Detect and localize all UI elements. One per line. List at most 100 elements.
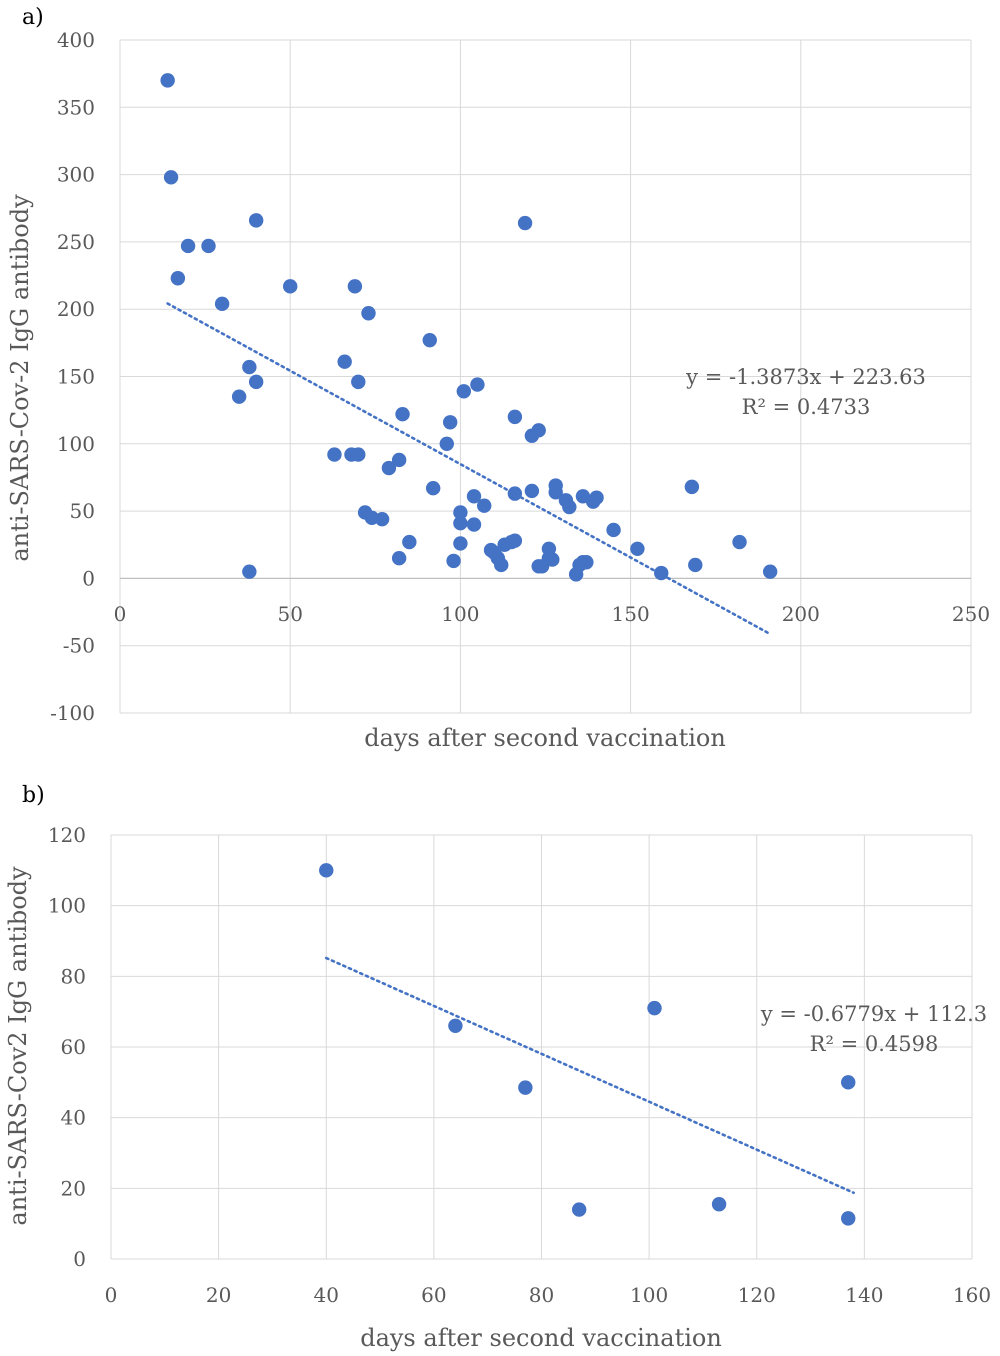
y-tick-label-a-400: 400 bbox=[57, 28, 95, 52]
gridlines-b bbox=[110, 834, 973, 1260]
data-point-b-3 bbox=[571, 1202, 587, 1217]
y-tick-labels-a: -100 -50 0 50 100 150 200 250 300 350 400 bbox=[50, 28, 95, 725]
y-tick-label-b-80: 80 bbox=[61, 964, 86, 988]
y-tick-label-a-100: 100 bbox=[57, 432, 95, 456]
data-point-a-19 bbox=[361, 306, 376, 321]
data-point-a-35 bbox=[456, 384, 472, 399]
data-point-a-31 bbox=[446, 553, 461, 569]
data-point-a-70 bbox=[630, 541, 645, 556]
data-point-a-34 bbox=[453, 536, 468, 551]
data-point-a-66 bbox=[579, 555, 594, 570]
trend-equation-b: y = -0.6779x + 112.3 bbox=[760, 1002, 987, 1026]
x-tick-label-b-80: 80 bbox=[529, 1283, 554, 1307]
data-point-a-15 bbox=[347, 279, 363, 294]
data-point-a-10 bbox=[248, 213, 264, 228]
x-tick-labels-b: 0 20 40 60 80 100 120 140 160 bbox=[105, 1283, 991, 1307]
data-point-b-5 bbox=[711, 1197, 727, 1212]
x-tick-label-a-150: 150 bbox=[612, 602, 650, 626]
data-point-a-1 bbox=[163, 170, 179, 185]
data-point-a-36 bbox=[466, 489, 482, 504]
data-point-b-6 bbox=[841, 1075, 856, 1090]
data-point-a-48 bbox=[507, 409, 523, 425]
data-point-b-1 bbox=[448, 1018, 463, 1033]
data-point-a-30 bbox=[442, 415, 458, 430]
x-tick-label-b-20: 20 bbox=[206, 1283, 231, 1307]
data-point-a-9 bbox=[248, 374, 264, 390]
x-axis-title-a: days after second vaccination bbox=[364, 724, 726, 752]
r-squared-b: R² = 0.4598 bbox=[810, 1032, 939, 1056]
data-point-a-25 bbox=[395, 406, 410, 422]
r-squared-a: R² = 0.4733 bbox=[742, 395, 871, 419]
y-tick-label-a-200: 200 bbox=[57, 297, 95, 321]
x-tick-label-b-100: 100 bbox=[630, 1283, 668, 1307]
data-point-a-11 bbox=[283, 279, 298, 294]
data-point-a-74 bbox=[732, 534, 747, 550]
x-tick-label-b-140: 140 bbox=[845, 1283, 883, 1307]
panel-label-a: a) bbox=[22, 5, 44, 30]
gridlines-a bbox=[119, 39, 972, 714]
panel-label-b: b) bbox=[22, 783, 45, 808]
data-point-a-21 bbox=[374, 511, 390, 527]
x-tick-label-a-100: 100 bbox=[441, 602, 479, 626]
data-point-a-27 bbox=[422, 332, 437, 348]
data-point-a-61 bbox=[562, 499, 577, 515]
data-points-a bbox=[160, 73, 778, 582]
y-tick-label-a--100: -100 bbox=[50, 701, 95, 725]
data-point-a-72 bbox=[684, 479, 700, 495]
x-tick-label-b-120: 120 bbox=[738, 1283, 776, 1307]
data-point-a-8 bbox=[242, 564, 257, 579]
y-tick-label-b-0: 0 bbox=[73, 1247, 86, 1271]
data-point-a-5 bbox=[214, 296, 230, 312]
data-point-a-23 bbox=[391, 452, 407, 468]
y-tick-label-b-100: 100 bbox=[48, 894, 86, 918]
chart-panel-a: a) -100 -50 0 50 100 150 200 250 300 350 400 0 50 10… bbox=[6, 5, 990, 752]
data-point-a-43 bbox=[494, 557, 509, 573]
data-point-a-52 bbox=[531, 423, 546, 438]
data-point-a-2 bbox=[170, 271, 186, 286]
data-point-a-7 bbox=[242, 359, 257, 375]
data-point-b-4 bbox=[647, 1000, 662, 1016]
y-tick-label-a--50: -50 bbox=[63, 634, 95, 658]
y-tick-label-a-250: 250 bbox=[57, 230, 95, 254]
x-tick-labels-a: 0 50 100 150 200 250 bbox=[114, 602, 990, 626]
y-axis-title-a: anti-SARS-Cov-2 IgG antibody bbox=[6, 194, 34, 562]
data-point-a-47 bbox=[507, 486, 523, 501]
trend-line-a bbox=[166, 302, 772, 636]
x-axis-title-b: days after second vaccination bbox=[360, 1324, 722, 1352]
data-point-a-73 bbox=[688, 557, 703, 573]
data-point-a-71 bbox=[654, 565, 669, 581]
y-tick-label-b-40: 40 bbox=[61, 1106, 86, 1130]
data-point-b-2 bbox=[518, 1080, 533, 1095]
x-tick-label-a-50: 50 bbox=[277, 602, 302, 626]
data-point-a-4 bbox=[201, 238, 216, 254]
data-point-a-12 bbox=[327, 447, 342, 462]
data-point-a-26 bbox=[402, 534, 417, 550]
data-point-a-37 bbox=[466, 517, 482, 532]
data-point-a-59 bbox=[548, 478, 563, 493]
trend-line-b bbox=[324, 956, 855, 1195]
y-tick-label-b-60: 60 bbox=[61, 1035, 86, 1059]
data-point-a-17 bbox=[351, 374, 366, 390]
data-point-b-7 bbox=[841, 1211, 856, 1226]
data-point-a-51 bbox=[524, 483, 540, 499]
trend-equation-a: y = -1.3873x + 223.63 bbox=[685, 365, 926, 389]
data-point-a-75 bbox=[762, 564, 778, 579]
data-point-b-0 bbox=[319, 863, 334, 878]
y-tick-label-a-300: 300 bbox=[57, 163, 95, 187]
y-tick-label-a-150: 150 bbox=[57, 365, 95, 389]
data-point-a-13 bbox=[337, 354, 352, 369]
data-point-a-33 bbox=[453, 516, 468, 531]
chart-panel-b: b) 0 20 40 60 80 100 120 0 20 40 60 80 100 120 140 160… bbox=[4, 783, 991, 1352]
data-point-a-29 bbox=[439, 436, 454, 451]
data-point-a-16 bbox=[351, 447, 366, 462]
data-points-b bbox=[319, 863, 856, 1226]
data-point-a-6 bbox=[231, 389, 247, 404]
data-point-a-49 bbox=[517, 215, 533, 231]
y-tick-labels-b: 0 20 40 60 80 100 120 bbox=[48, 823, 86, 1271]
data-point-a-3 bbox=[180, 238, 196, 254]
data-point-a-69 bbox=[606, 522, 621, 538]
data-point-a-68 bbox=[589, 490, 604, 505]
trendline-a bbox=[166, 302, 772, 636]
y-tick-label-a-50: 50 bbox=[70, 499, 95, 523]
